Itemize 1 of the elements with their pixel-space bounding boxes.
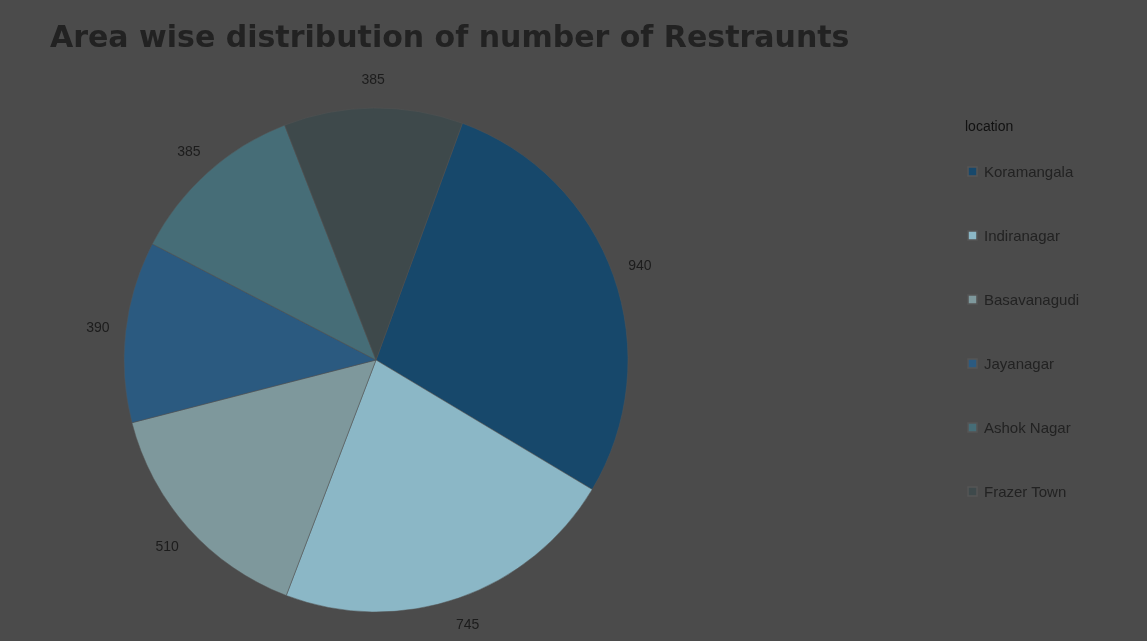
legend-title: location [965,118,1014,134]
